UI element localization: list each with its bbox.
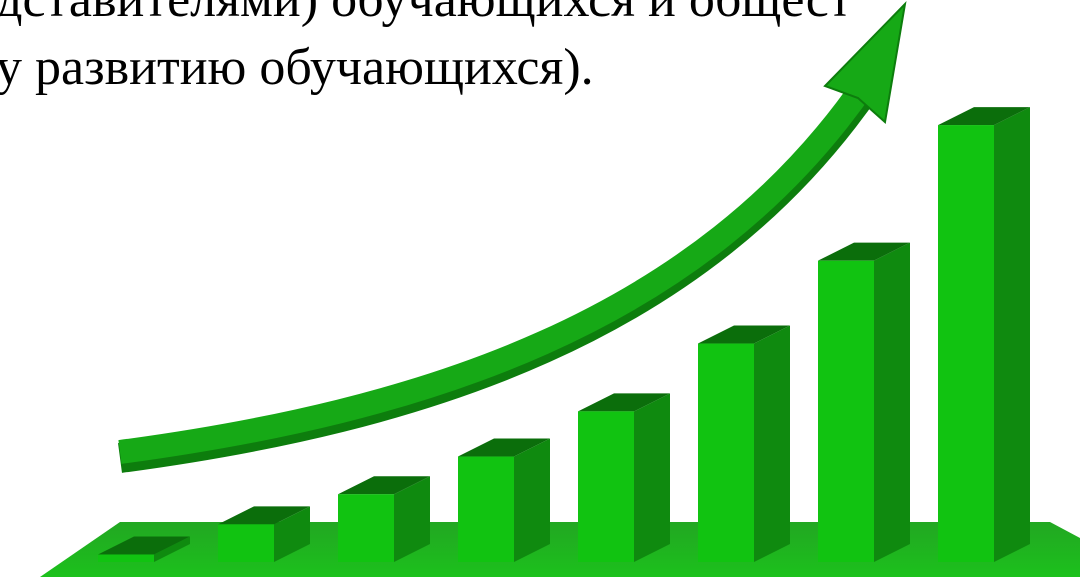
chart-floor	[40, 522, 1080, 577]
bar-top	[698, 325, 790, 344]
bar-8	[938, 107, 1030, 563]
bar-front	[698, 343, 754, 562]
bar-front	[458, 456, 514, 562]
bar-front	[98, 554, 154, 562]
bar-side	[874, 242, 910, 562]
bar-top	[338, 476, 430, 495]
bar-top	[458, 438, 550, 457]
bar-7	[818, 242, 910, 562]
floor-surface	[40, 522, 1080, 577]
bar-top	[818, 242, 910, 261]
bar-top	[98, 536, 190, 555]
bar-front	[218, 524, 274, 562]
bar-6	[698, 325, 790, 562]
bar-series	[98, 107, 1030, 563]
bar-front	[338, 494, 394, 562]
bar-top	[578, 393, 670, 412]
arrow-shaft	[118, 75, 876, 464]
bar-side	[154, 536, 190, 562]
bar-side	[514, 438, 550, 562]
bar-5	[578, 393, 670, 562]
bar-front	[818, 260, 874, 562]
bar-side	[994, 107, 1030, 563]
slide-text-line-2: у развитию обучающихся).	[0, 39, 594, 96]
bar-front	[938, 125, 994, 563]
bar-4	[458, 438, 550, 562]
bar-front	[578, 411, 634, 562]
bar-side	[754, 325, 790, 562]
bar-2	[218, 506, 310, 562]
bar-3	[338, 476, 430, 562]
bar-top	[938, 107, 1030, 126]
bar-side	[274, 506, 310, 562]
bar-top	[218, 506, 310, 525]
arrow-head	[823, 1, 907, 124]
bar-side	[634, 393, 670, 562]
bar-1	[98, 536, 190, 562]
growth-arrow	[118, 1, 907, 473]
bar-side	[394, 476, 430, 562]
slide-text-line-1: дставителями) обучающихся и общест	[0, 0, 852, 30]
